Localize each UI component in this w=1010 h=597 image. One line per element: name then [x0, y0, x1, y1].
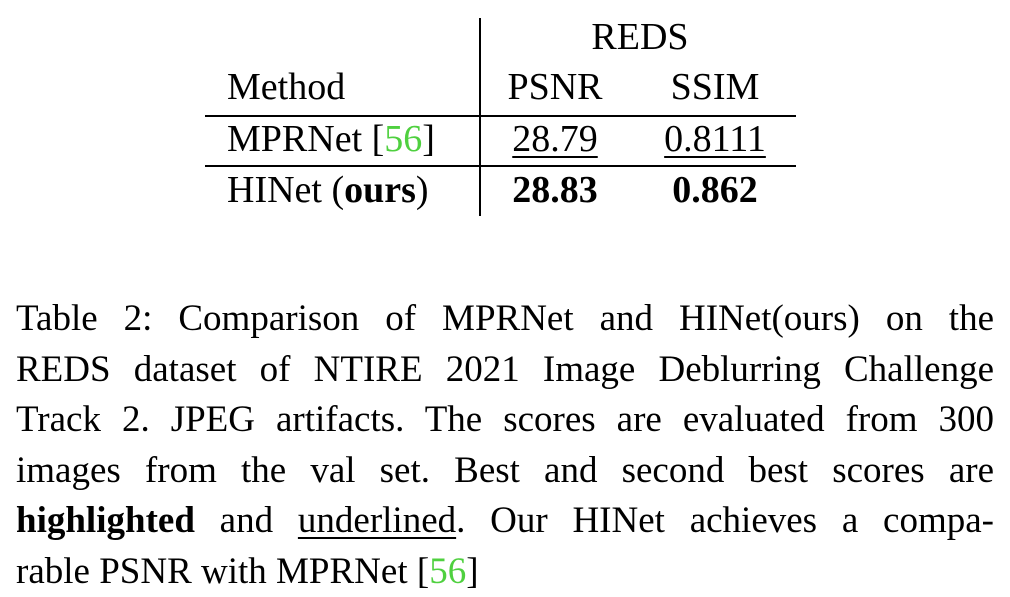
caption-line: highlighted and underlined. Our HINet ac…: [16, 496, 994, 547]
caption-line: images from the val set. Best and second…: [16, 446, 994, 497]
citation-link[interactable]: 56: [429, 551, 466, 592]
table-cell-ssim: 0.862: [650, 168, 780, 212]
caption-text: ]: [466, 551, 478, 592]
method-name: MPRNet [: [227, 118, 384, 160]
table-caption: Table 2: Comparison of MPRNet and HINet(…: [16, 294, 994, 597]
table-cell-ssim: 0.8111: [650, 117, 780, 161]
results-table: REDS Method PSNR SSIM MPRNet [56] 28.79 …: [205, 0, 800, 230]
method-name-tail: ]: [422, 118, 435, 160]
table-row-method: MPRNet [56]: [227, 117, 435, 161]
caption-text: rable PSNR with MPRNet [: [16, 551, 429, 592]
method-name: HINet (: [227, 169, 344, 211]
table-cell-psnr: 28.83: [495, 168, 615, 212]
caption-line: REDS dataset of NTIRE 2021 Image Deblurr…: [16, 345, 994, 396]
table-rule-mid: [205, 165, 796, 167]
table-vertical-rule: [479, 18, 481, 216]
table-row-method: HINet (ours): [227, 168, 429, 212]
citation-link[interactable]: 56: [384, 118, 422, 160]
caption-line: rable PSNR with MPRNet [56]: [16, 547, 994, 597]
caption-line: Table 2: Comparison of MPRNet and HINet(…: [16, 294, 994, 345]
column-header-method: Method: [227, 65, 345, 109]
table-cell-psnr: 28.79: [495, 117, 615, 161]
caption-bold-word: highlighted: [16, 500, 195, 541]
ssim-value: 0.8111: [664, 118, 766, 160]
caption-line: Track 2. JPEG artifacts. The scores are …: [16, 395, 994, 446]
psnr-value: 28.79: [512, 118, 598, 160]
group-header-reds: REDS: [545, 15, 735, 59]
caption-underlined-word: underlined: [298, 500, 456, 541]
method-name-bold: ours: [344, 169, 416, 211]
method-name-tail: ): [416, 169, 429, 211]
column-header-ssim: SSIM: [650, 65, 780, 109]
column-header-psnr: PSNR: [495, 65, 615, 109]
caption-text: . Our HINet achieves a compa-: [456, 500, 994, 541]
caption-text: and: [195, 500, 298, 541]
